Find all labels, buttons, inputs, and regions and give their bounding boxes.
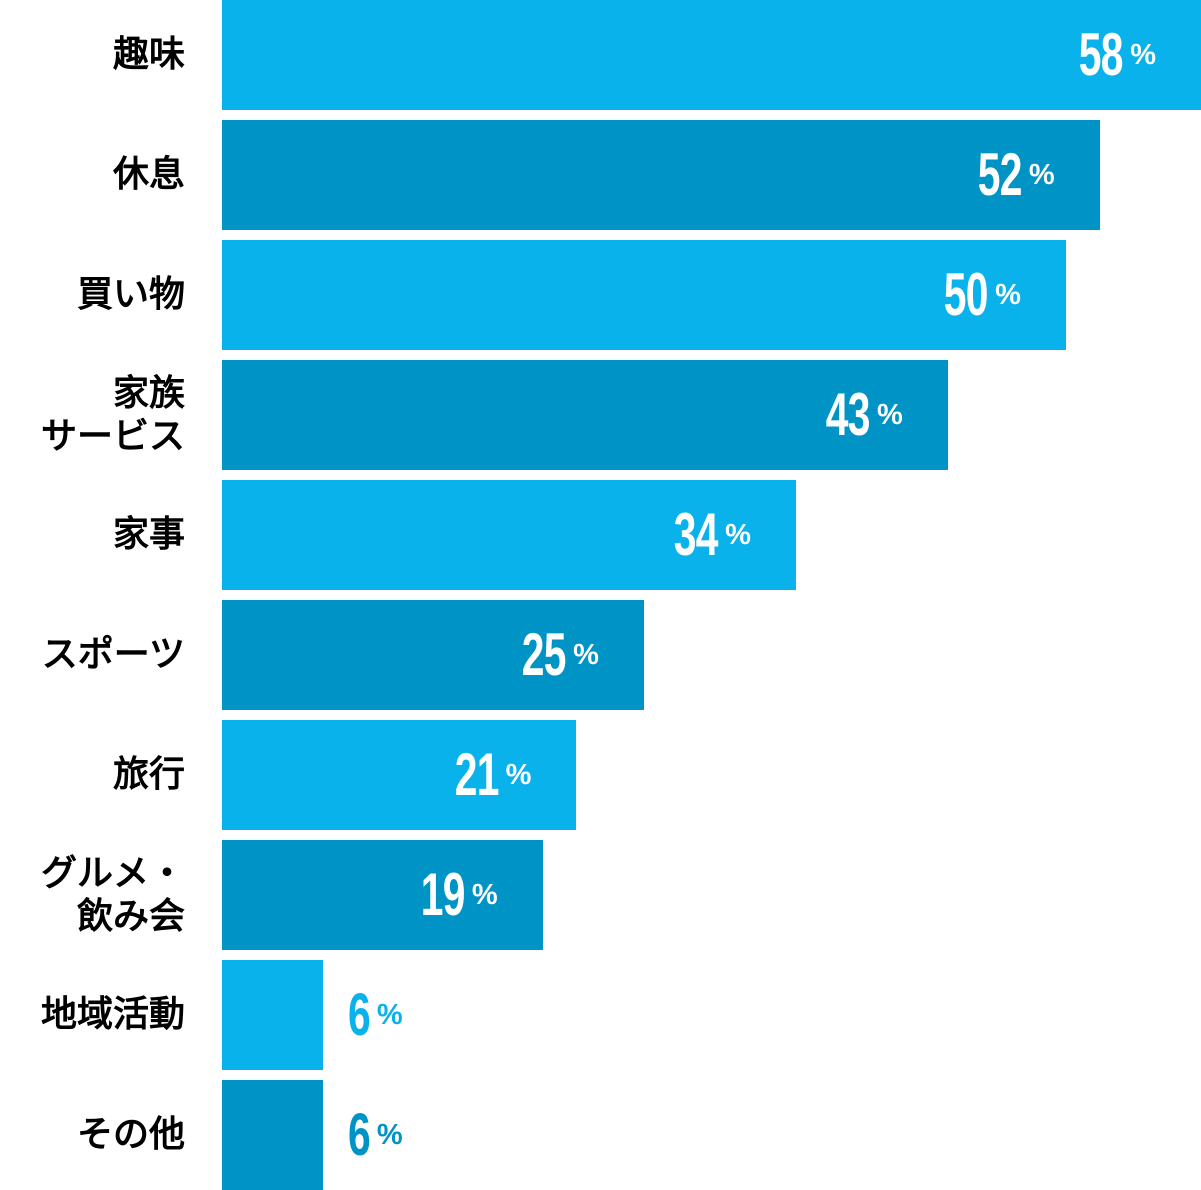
plot-area: 6 % <box>222 960 1201 1070</box>
bar: 19 % <box>222 840 543 950</box>
percent-sign: % <box>573 638 599 671</box>
plot-area: 58 % <box>222 0 1201 110</box>
value-number: 52 <box>977 141 1023 208</box>
bar-row-family-service: 家族 サービス 43 % <box>0 360 1201 470</box>
bar <box>222 960 324 1070</box>
percent-sign: % <box>505 758 532 791</box>
value-label: 25 % <box>501 625 644 685</box>
bar-row-sports: スポーツ 25 % <box>0 600 1201 710</box>
percent-sign: % <box>877 398 903 431</box>
value-number: 6 <box>348 1101 371 1168</box>
bar: 58 % <box>222 0 1201 110</box>
category-label: グルメ・ 飲み会 <box>40 852 185 937</box>
value-label: 58 % <box>1058 25 1201 85</box>
plot-area: 19 % <box>222 840 1201 950</box>
plot-area: 25 % <box>222 600 1201 710</box>
bar: 52 % <box>222 120 1100 230</box>
value-number: 58 <box>1079 21 1124 88</box>
plot-area: 34 % <box>222 480 1201 590</box>
category-label: 地域活動 <box>40 994 185 1036</box>
value-label: 19 % <box>400 865 543 925</box>
bar-row-hobby: 趣味 58 % <box>0 0 1201 110</box>
percent-sign: % <box>995 278 1021 311</box>
value-number: 19 <box>420 861 466 928</box>
percent-sign: % <box>1028 158 1055 191</box>
category-label: スポーツ <box>41 634 185 676</box>
bar-row-shopping: 買い物 50 % <box>0 240 1201 350</box>
bar-row-gourmet-drinking: グルメ・ 飲み会 19 % <box>0 840 1201 950</box>
plot-area: 52 % <box>222 120 1201 230</box>
bar-row-travel: 旅行 21 % <box>0 720 1201 830</box>
value-label: 52 % <box>957 145 1100 205</box>
percent-sign: % <box>1130 38 1156 71</box>
value-label: 6 % <box>348 985 402 1045</box>
value-number: 34 <box>674 501 719 568</box>
value-label: 6 % <box>348 1105 402 1165</box>
value-number: 21 <box>454 741 500 808</box>
value-number: 6 <box>348 981 371 1048</box>
category-label: 旅行 <box>112 754 185 796</box>
category-label: 買い物 <box>76 274 185 316</box>
percent-sign: % <box>471 878 498 911</box>
percent-sign: % <box>376 998 403 1031</box>
bar-row-other: その他 6 % <box>0 1080 1201 1190</box>
plot-area: 21 % <box>222 720 1201 830</box>
value-number: 43 <box>825 381 871 448</box>
value-label: 21 % <box>434 745 577 805</box>
category-label: 家事 <box>112 514 185 556</box>
value-label: 43 % <box>805 385 948 445</box>
category-label: 家族 サービス <box>40 372 185 457</box>
percent-sign: % <box>725 518 751 551</box>
category-label: 趣味 <box>112 34 185 76</box>
value-number: 50 <box>944 261 989 328</box>
value-label: 34 % <box>653 505 796 565</box>
bar: 34 % <box>222 480 796 590</box>
category-label: 休息 <box>112 154 185 196</box>
plot-area: 43 % <box>222 360 1201 470</box>
plot-area: 50 % <box>222 240 1201 350</box>
percent-sign: % <box>376 1118 403 1151</box>
value-label: 50 % <box>923 265 1066 325</box>
bar-row-housework: 家事 34 % <box>0 480 1201 590</box>
bar: 21 % <box>222 720 577 830</box>
category-label: その他 <box>76 1114 185 1156</box>
bar-row-rest: 休息 52 % <box>0 120 1201 230</box>
bar: 43 % <box>222 360 948 470</box>
bar <box>222 1080 324 1190</box>
bar: 25 % <box>222 600 644 710</box>
bar: 50 % <box>222 240 1066 350</box>
plot-area: 6 % <box>222 1080 1201 1190</box>
value-number: 25 <box>522 621 567 688</box>
bar-row-community-activities: 地域活動 6 % <box>0 960 1201 1070</box>
